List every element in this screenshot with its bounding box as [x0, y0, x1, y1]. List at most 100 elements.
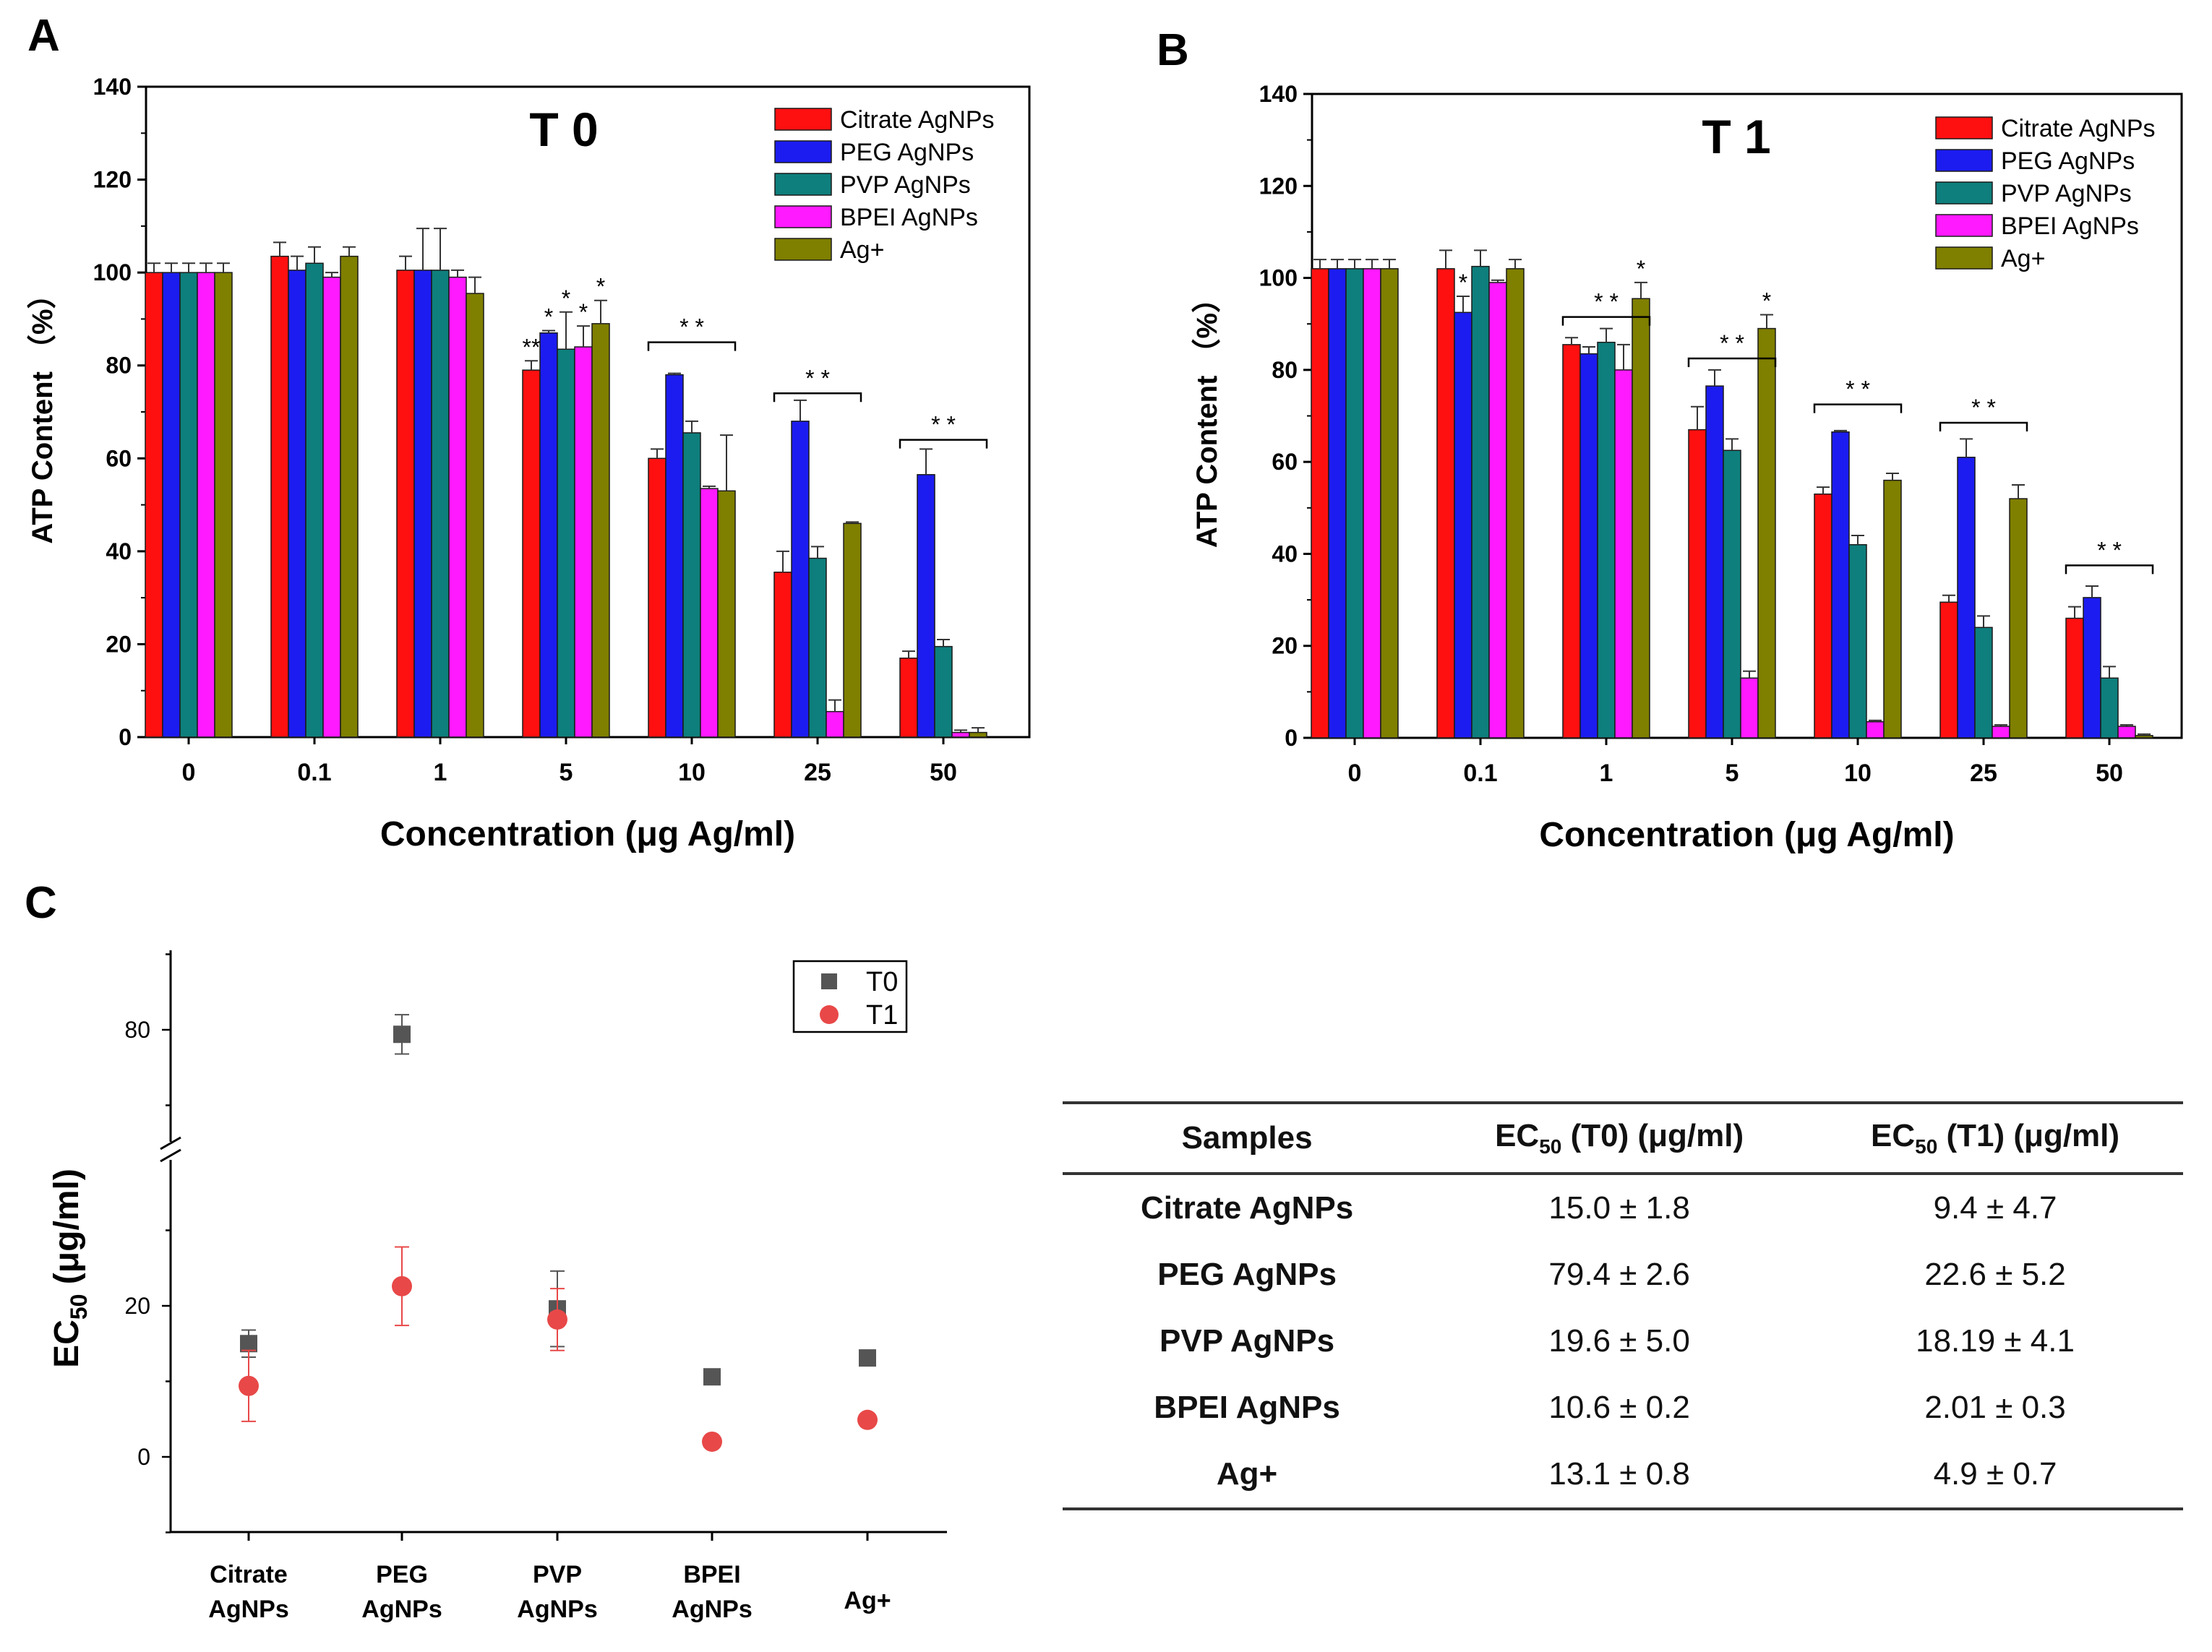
table-row: BPEI AgNPs 10.6 ± 0.2 2.01 ± 0.3 — [1063, 1374, 2183, 1441]
table-cell-t0: 13.1 ± 0.8 — [1431, 1441, 1808, 1510]
bar — [1848, 543, 1867, 739]
y-tick-label: 40 — [106, 538, 132, 564]
table-cell-t1: 9.4 ± 4.7 — [1933, 1190, 2057, 1226]
bar — [179, 272, 198, 738]
bar — [305, 262, 324, 738]
bar — [2065, 617, 2084, 739]
significance-label: * — [1459, 270, 1467, 296]
significance-label: * * — [1971, 395, 1996, 421]
legend-swatch — [1935, 116, 1993, 139]
y-tick-label: 20 — [124, 1293, 150, 1319]
bar — [1506, 268, 1525, 739]
y-tick-label: 60 — [1272, 449, 1298, 475]
table-cell-sample: Citrate AgNPs — [1140, 1190, 1354, 1226]
significance-label: * * — [1594, 289, 1619, 315]
bar — [2100, 677, 2119, 739]
bar — [700, 488, 719, 738]
header-samples: Samples — [1063, 1101, 1432, 1175]
bar — [574, 346, 593, 738]
bar — [2135, 735, 2153, 739]
bar — [717, 490, 736, 738]
x-tick-label: 1 — [434, 759, 447, 786]
significance-label: * * — [805, 365, 830, 391]
axis-break-mark — [160, 1136, 181, 1150]
legend-swatch — [774, 238, 832, 261]
bar — [1688, 429, 1707, 739]
significance-label: * — [596, 274, 605, 300]
legend-marker — [821, 973, 837, 989]
bar — [934, 645, 953, 738]
bar — [1814, 493, 1832, 739]
significance-label: * * — [1846, 377, 1870, 403]
data-point — [547, 1309, 567, 1330]
header-ec50-t1: EC50 (T1) (μg/ml) — [1807, 1101, 2183, 1175]
legend-swatch — [774, 173, 832, 196]
x-tick-label: 25 — [804, 759, 831, 786]
bar — [197, 272, 215, 738]
table-cell-t0: 79.4 ± 2.6 — [1548, 1257, 1690, 1292]
bar — [1436, 268, 1455, 739]
ec50-table: Samples EC50 (T0) (μg/ml) EC50 (T1) (μg/… — [1063, 1101, 2183, 1510]
panel-label-c: C — [25, 878, 57, 928]
x-tick-label: Ag+ — [844, 1587, 891, 1614]
y-axis-title: EC50 (μg/ml) — [48, 1169, 92, 1368]
x-tick-label: AgNPs — [672, 1596, 752, 1623]
legend-swatch — [774, 140, 832, 163]
significance-label: * — [562, 285, 570, 311]
data-point — [240, 1335, 257, 1353]
data-point — [393, 1025, 411, 1044]
x-tick-label: 1 — [1600, 760, 1613, 787]
x-tick-label: 50 — [930, 759, 957, 786]
bar — [1363, 268, 1381, 739]
legend-swatch — [774, 108, 832, 131]
x-tick-label: PEG — [376, 1561, 428, 1588]
significance-bracket — [773, 392, 862, 403]
bar — [1883, 479, 1902, 739]
x-axis-title: Concentration (μg Ag/ml) — [380, 815, 795, 853]
x-tick-label: 0.1 — [1463, 760, 1497, 787]
bar — [648, 457, 666, 738]
y-tick-label: 80 — [124, 1017, 150, 1043]
x-tick-label: 50 — [2096, 760, 2123, 787]
bar — [1632, 298, 1650, 739]
significance-bracket — [647, 341, 737, 351]
x-tick-label: AgNPs — [361, 1596, 442, 1623]
legend-label: T1 — [866, 1000, 898, 1031]
bar — [1992, 726, 2010, 739]
data-point — [857, 1409, 878, 1430]
y-axis-title: ATP Content （%） — [1191, 284, 1223, 548]
legend-label: BPEI AgNPs — [840, 204, 978, 231]
table-cell-t1: 2.01 ± 0.3 — [1924, 1390, 2066, 1425]
legend-label: Citrate AgNPs — [840, 106, 995, 134]
data-point — [702, 1431, 722, 1452]
x-tick-label: 25 — [1970, 760, 1997, 787]
legend-label: Citrate AgNPs — [2001, 115, 2156, 142]
bar — [1488, 282, 1507, 739]
table-header-row: Samples EC50 (T0) (μg/ml) EC50 (T1) (μg/… — [1063, 1101, 2183, 1175]
bar — [1757, 327, 1776, 739]
table-row: PEG AgNPs 79.4 ± 2.6 22.6 ± 5.2 — [1063, 1242, 2183, 1308]
x-tick-label: 0.1 — [297, 759, 331, 786]
y-tick-label: 120 — [1259, 173, 1298, 199]
bar — [413, 270, 432, 738]
y-tick-label: 140 — [93, 74, 132, 100]
legend-swatch — [774, 205, 832, 228]
legend-label: BPEI AgNPs — [2001, 212, 2139, 240]
x-tick-label: PVP — [533, 1561, 582, 1588]
bar — [162, 272, 181, 738]
legend-swatch — [1935, 246, 1993, 270]
significance-label: * * — [931, 412, 956, 438]
legend-label: Ag+ — [840, 236, 884, 264]
x-tick-label: 5 — [560, 759, 573, 786]
table-cell-t0: 19.6 ± 5.0 — [1548, 1323, 1690, 1359]
significance-label: * — [579, 299, 588, 325]
chart-title: T 1 — [1702, 110, 1770, 163]
bar — [145, 272, 163, 738]
legend-swatch — [1935, 181, 1993, 205]
bar — [1957, 457, 1976, 739]
significance-bracket — [1939, 421, 2028, 432]
bar — [1345, 268, 1364, 739]
y-tick-label: 40 — [1272, 541, 1298, 567]
bar — [899, 657, 918, 738]
